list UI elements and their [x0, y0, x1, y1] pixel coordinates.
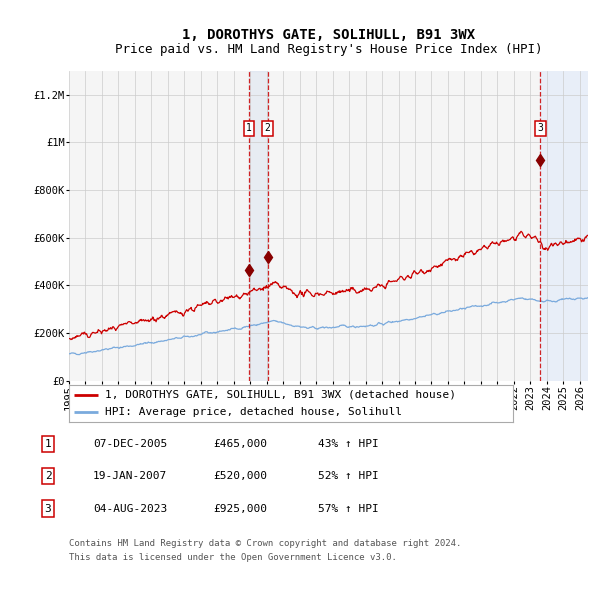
Text: 3: 3 [44, 504, 52, 513]
Text: 04-AUG-2023: 04-AUG-2023 [93, 504, 167, 513]
Text: 1: 1 [246, 123, 252, 133]
Text: 1: 1 [44, 439, 52, 448]
Bar [249, 71, 268, 381]
Text: £925,000: £925,000 [213, 504, 267, 513]
Text: Contains HM Land Registry data © Crown copyright and database right 2024.: Contains HM Land Registry data © Crown c… [69, 539, 461, 549]
Text: This data is licensed under the Open Government Licence v3.0.: This data is licensed under the Open Gov… [69, 553, 397, 562]
Text: 43% ↑ HPI: 43% ↑ HPI [318, 439, 379, 448]
Text: 2: 2 [265, 123, 271, 133]
Text: 57% ↑ HPI: 57% ↑ HPI [318, 504, 379, 513]
Text: 07-DEC-2005: 07-DEC-2005 [93, 439, 167, 448]
Text: 1, DOROTHYS GATE, SOLIHULL, B91 3WX: 1, DOROTHYS GATE, SOLIHULL, B91 3WX [182, 28, 475, 42]
Text: Price paid vs. HM Land Registry's House Price Index (HPI): Price paid vs. HM Land Registry's House … [115, 43, 542, 56]
Text: 2: 2 [44, 471, 52, 481]
Text: 3: 3 [537, 123, 543, 133]
Text: 52% ↑ HPI: 52% ↑ HPI [318, 471, 379, 481]
Text: £465,000: £465,000 [213, 439, 267, 448]
Text: £520,000: £520,000 [213, 471, 267, 481]
Text: 19-JAN-2007: 19-JAN-2007 [93, 471, 167, 481]
Text: 1, DOROTHYS GATE, SOLIHULL, B91 3WX (detached house): 1, DOROTHYS GATE, SOLIHULL, B91 3WX (det… [104, 390, 455, 399]
Bar [540, 71, 588, 381]
Text: HPI: Average price, detached house, Solihull: HPI: Average price, detached house, Soli… [104, 407, 401, 417]
